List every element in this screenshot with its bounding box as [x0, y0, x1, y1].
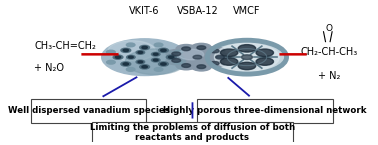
Circle shape: [220, 58, 238, 65]
Circle shape: [210, 53, 230, 61]
Circle shape: [197, 46, 206, 50]
Text: CH₃-CH=CH₂: CH₃-CH=CH₂: [34, 41, 96, 51]
Circle shape: [153, 59, 158, 61]
Circle shape: [136, 51, 145, 54]
Circle shape: [175, 48, 220, 67]
Circle shape: [214, 43, 279, 71]
Text: + N₂O: + N₂O: [34, 64, 64, 74]
Circle shape: [140, 45, 150, 50]
Circle shape: [125, 49, 185, 75]
Text: O: O: [326, 24, 333, 33]
Circle shape: [174, 60, 183, 64]
Text: VSBA-12: VSBA-12: [177, 6, 218, 16]
Circle shape: [238, 45, 256, 52]
Circle shape: [166, 56, 186, 65]
Circle shape: [123, 63, 129, 65]
Circle shape: [161, 63, 166, 65]
Circle shape: [176, 45, 196, 53]
Circle shape: [140, 65, 150, 69]
Circle shape: [210, 61, 219, 65]
Circle shape: [242, 55, 253, 60]
Circle shape: [191, 43, 211, 52]
Circle shape: [102, 39, 187, 76]
Circle shape: [121, 48, 131, 52]
Circle shape: [191, 62, 211, 71]
Circle shape: [207, 40, 287, 74]
Text: Well dispersed vanadium species: Well dispersed vanadium species: [8, 106, 169, 115]
Circle shape: [161, 49, 166, 51]
Circle shape: [142, 46, 147, 49]
Text: Limiting the problems of diffusion of both
reactants and products: Limiting the problems of diffusion of bo…: [90, 123, 295, 142]
Circle shape: [107, 50, 115, 54]
Circle shape: [127, 55, 135, 59]
Circle shape: [138, 51, 143, 53]
Circle shape: [174, 50, 183, 54]
Circle shape: [126, 68, 135, 71]
Circle shape: [154, 68, 163, 71]
Text: VKIT-6: VKIT-6: [129, 6, 160, 16]
Circle shape: [136, 60, 145, 64]
Circle shape: [205, 47, 225, 55]
FancyBboxPatch shape: [31, 99, 146, 123]
Circle shape: [166, 50, 186, 58]
Circle shape: [220, 49, 238, 57]
Circle shape: [129, 56, 133, 58]
Circle shape: [172, 52, 181, 56]
Circle shape: [182, 64, 191, 67]
Text: Highly porous three-dimensional network: Highly porous three-dimensional network: [163, 106, 367, 115]
FancyBboxPatch shape: [92, 122, 293, 143]
Circle shape: [182, 47, 191, 51]
Circle shape: [115, 56, 121, 58]
Circle shape: [179, 49, 204, 60]
Circle shape: [123, 49, 129, 51]
Circle shape: [108, 41, 155, 61]
Text: CH₂-CH-CH₃: CH₂-CH-CH₃: [301, 47, 358, 57]
Circle shape: [107, 60, 115, 64]
Circle shape: [172, 59, 181, 62]
Circle shape: [210, 49, 219, 53]
Circle shape: [238, 62, 256, 70]
Circle shape: [256, 49, 274, 57]
Circle shape: [197, 65, 206, 69]
Circle shape: [154, 43, 163, 47]
Circle shape: [176, 61, 196, 70]
Circle shape: [126, 43, 135, 47]
Text: + N₂: + N₂: [318, 70, 341, 80]
FancyBboxPatch shape: [197, 99, 333, 123]
Circle shape: [121, 62, 131, 66]
Circle shape: [113, 55, 123, 59]
Circle shape: [153, 53, 158, 55]
Circle shape: [152, 52, 160, 56]
Circle shape: [152, 58, 160, 62]
Circle shape: [193, 55, 202, 59]
Circle shape: [138, 61, 143, 63]
Circle shape: [256, 58, 274, 65]
Circle shape: [215, 55, 225, 59]
Circle shape: [166, 55, 176, 59]
Circle shape: [158, 62, 168, 66]
Circle shape: [158, 48, 168, 52]
Circle shape: [169, 56, 174, 58]
Text: VMCF: VMCF: [233, 6, 261, 16]
Circle shape: [205, 59, 225, 68]
Circle shape: [142, 66, 147, 68]
